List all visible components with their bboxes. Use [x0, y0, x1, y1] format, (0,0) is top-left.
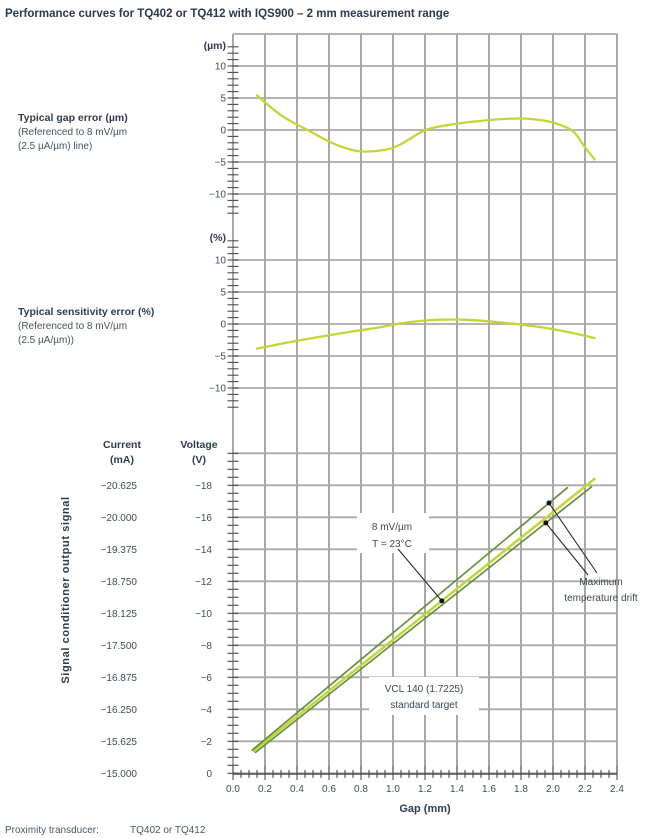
- annotation-dot: [439, 598, 445, 604]
- annotation-leader: [548, 502, 598, 574]
- current-value: −15.625: [101, 737, 138, 748]
- x-axis-title: Gap (mm): [399, 803, 451, 815]
- y-tick-label: −5: [215, 158, 227, 169]
- voltage-value: −10: [195, 609, 212, 620]
- x-tick-label: 0.0: [226, 784, 240, 795]
- annotation-8mv-line2: T = 23°C: [372, 539, 412, 550]
- sensitivity-error-unit-label: (%): [210, 232, 226, 244]
- current-value: −20.000: [101, 513, 138, 524]
- voltage-value: −2: [201, 737, 213, 748]
- x-tick-label: 1.2: [418, 784, 432, 795]
- annotation-leader: [545, 522, 589, 576]
- voltage-value: −12: [195, 577, 212, 588]
- gap-error-unit-label: (µm): [204, 40, 226, 52]
- annotation-target-line1: VCL 140 (1.7225): [385, 684, 464, 695]
- x-tick-label: 0.8: [354, 784, 368, 795]
- gap-error-subtitle-2: (2.5 µA/µm) line): [18, 141, 92, 152]
- annotation-8mv-line1: 8 mV/µm: [372, 522, 412, 533]
- current-value: −16.250: [101, 705, 138, 716]
- current-value: −15.000: [101, 769, 138, 780]
- voltage-value: −4: [201, 705, 213, 716]
- annotation-target-line2: standard target: [390, 700, 457, 711]
- x-tick-label: 0.2: [258, 784, 272, 795]
- y-tick-label: 0: [220, 320, 226, 331]
- x-tick-label: 2.0: [546, 784, 560, 795]
- x-tick-label: 1.6: [482, 784, 496, 795]
- gap-error-title: Typical gap error (µm): [18, 112, 128, 124]
- annotation-dot: [543, 520, 549, 526]
- annotation-leader: [397, 548, 443, 602]
- x-tick-label: 1.8: [514, 784, 528, 795]
- footer-label: Proximity transducer:: [5, 825, 99, 836]
- voltage-value: −14: [195, 545, 212, 556]
- chart-grid-and-data: 0.0 0.2 0.4 0.6 0.8 1.0 1.2 1.4 1.6 1.8 2.0 2.2 2.4 1…: [101, 33, 624, 795]
- gap-error-curve: [255, 94, 596, 161]
- voltage-value: −16: [195, 513, 212, 524]
- y-tick-label: −5: [215, 352, 227, 363]
- sensitivity-error-subtitle-2: (2.5 µA/µm)): [18, 335, 74, 346]
- x-tick-label: 1.0: [386, 784, 400, 795]
- annotation-drift-line2: temperature drift: [564, 593, 638, 604]
- y-tick-label: 0: [220, 126, 226, 137]
- gap-error-subtitle-1: (Referenced to 8 mV/µm: [18, 127, 127, 138]
- y-axis-title: Signal conditioner output signal: [60, 496, 72, 683]
- x-tick-label: 0.6: [322, 784, 336, 795]
- current-column-header: Current: [103, 439, 141, 451]
- output-line-0: [252, 477, 596, 753]
- y-tick-label: 5: [220, 94, 226, 105]
- voltage-column-unit: (V): [192, 454, 206, 466]
- y-tick-label: 10: [215, 62, 227, 73]
- annotation-drift-line1: Maximum: [579, 577, 622, 588]
- x-tick-label: 2.4: [610, 784, 624, 795]
- voltage-value: 0: [206, 769, 212, 780]
- y-tick-label: −10: [209, 384, 226, 395]
- voltage-value: −6: [201, 673, 213, 684]
- y-tick-label: 5: [220, 288, 226, 299]
- sensitivity-error-curve: [255, 318, 596, 350]
- current-value: −17.500: [101, 641, 138, 652]
- voltage-value: −8: [201, 641, 213, 652]
- annotation-box: [357, 513, 429, 553]
- current-column-unit: (mA): [110, 454, 134, 466]
- footer-value: TQ402 or TQ412: [130, 825, 206, 836]
- y-tick-label: 10: [215, 256, 227, 267]
- current-value: −16.875: [101, 673, 138, 684]
- sensitivity-error-title: Typical sensitivity error (%): [18, 306, 154, 318]
- x-tick-label: 1.4: [450, 784, 464, 795]
- annotation-dot: [546, 500, 552, 506]
- y-tick-label: −10: [209, 190, 226, 201]
- x-tick-label: 0.4: [290, 784, 304, 795]
- current-value: −18.750: [101, 577, 138, 588]
- current-value: −18.125: [101, 609, 138, 620]
- output-line-2: [254, 486, 593, 754]
- voltage-value: −18: [195, 481, 212, 492]
- annotation-box: [369, 677, 479, 715]
- sensitivity-error-subtitle-1: (Referenced to 8 mV/µm: [18, 321, 127, 332]
- current-value: −19.375: [101, 545, 138, 556]
- current-value: −20.625: [101, 481, 138, 492]
- page-title: Performance curves for TQ402 or TQ412 wi…: [5, 8, 449, 20]
- output-line-1: [251, 486, 569, 751]
- x-tick-label: 2.2: [578, 784, 592, 795]
- voltage-column-header: Voltage: [180, 439, 217, 451]
